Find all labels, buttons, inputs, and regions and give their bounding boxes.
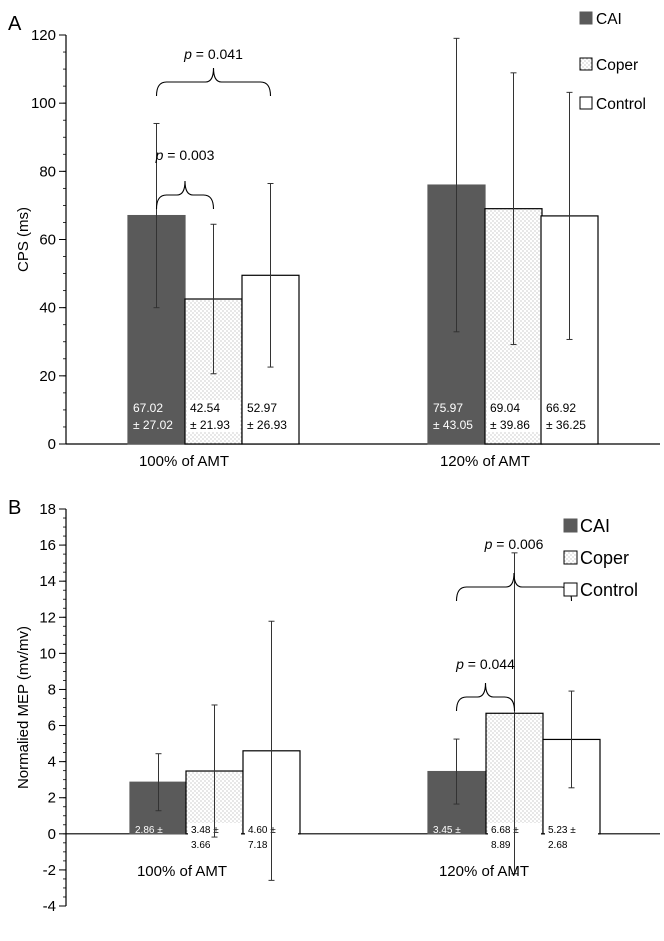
y-tick-label: 100 (31, 95, 56, 112)
y-tick-label: 0 (48, 436, 56, 453)
bar-value-label: 3.45 ± (433, 825, 461, 836)
legend-swatch-cai (563, 518, 578, 533)
cps-chart: 0 20 40 60 80 100 120 CPS (ms) 67.02 ± 27.02 75.97… (15, 11, 660, 470)
legend-label: Coper (580, 548, 629, 568)
significance-label: p = 0.044 (455, 656, 515, 672)
y-tick-label: 60 (39, 232, 56, 249)
significance-brace (155, 67, 272, 97)
bar-value-label: ± 39.86 (490, 418, 530, 432)
legend-label: CAI (580, 516, 610, 536)
bar-value-label: 66.92 (546, 401, 576, 415)
bar-value-label: 67.02 (133, 401, 163, 415)
panel-a-letter: A (8, 13, 22, 35)
bar-value-label: ± 21.93 (190, 418, 230, 432)
y-tick-label: 40 (39, 300, 56, 317)
bar-value-label: 8.89 (491, 840, 511, 851)
bar-value-label: 3.66 (191, 840, 211, 851)
bar-label-backdrop (187, 400, 240, 433)
y-axis-label: CPS (ms) (15, 207, 32, 272)
panel-b-letter: B (8, 497, 21, 519)
bar-value-label: ± 36.25 (546, 418, 586, 432)
bar-value-label: ± 27.02 (133, 418, 173, 432)
y-tick-label: -4 (43, 898, 56, 915)
y-tick-label: 2 (48, 790, 56, 807)
y-tick-label: 6 (48, 718, 56, 735)
bar-label-backdrop (487, 400, 540, 433)
mep-chart: -4 -2 0 2 4 6 8 10 12 14 16 18 Normalied MEP (mv/mv)… (15, 501, 660, 915)
x-category-label: 100% of AMT (139, 453, 229, 470)
significance-label: p = 0.003 (155, 147, 215, 163)
y-tick-label: 4 (48, 754, 56, 771)
y-tick-label: 120 (31, 27, 56, 44)
bar-value-label: 42.54 (190, 401, 220, 415)
y-tick-label: 16 (39, 537, 56, 554)
legend-swatch-coper (579, 57, 593, 71)
bar-value-label: 2.68 (548, 840, 568, 851)
x-category-label: 120% of AMT (439, 863, 529, 880)
y-tick-label: 0 (48, 826, 56, 843)
legend-swatch-control (579, 96, 593, 110)
bar-value-label: 2.86 ± (135, 825, 163, 836)
y-tick-label: 14 (39, 573, 56, 590)
y-tick-label: 80 (39, 163, 56, 180)
legend-swatch-control (563, 582, 578, 597)
legend-swatch-coper (563, 550, 578, 565)
y-tick-label: 20 (39, 368, 56, 385)
y-axis-label: Normalied MEP (mv/mv) (15, 626, 32, 789)
significance-label: p = 0.041 (183, 46, 243, 62)
bar-value-label: 4.60 ± (248, 825, 276, 836)
bar-value-label: 5.23 ± (548, 825, 576, 836)
bar-value-label: 1.58 (433, 840, 453, 851)
legend-label: CAI (596, 11, 622, 28)
bar-value-label: 3.48 ± (191, 825, 219, 836)
bar-value-label: ± 43.05 (433, 418, 473, 432)
y-tick-label: 12 (39, 609, 56, 626)
bar-label-backdrop (244, 400, 297, 433)
significance-brace (155, 180, 215, 210)
x-category-label: 120% of AMT (440, 453, 530, 470)
y-tick-label: 10 (39, 645, 56, 662)
bar-label-backdrop (545, 823, 598, 850)
y-tick-label: 8 (48, 681, 56, 698)
bar-value-label: 52.97 (247, 401, 277, 415)
significance-label: p = 0.006 (484, 536, 544, 552)
bar-value-label: 7.18 (248, 840, 268, 851)
legend-label: Coper (596, 57, 638, 74)
significance-brace (455, 682, 516, 712)
bar-value-label: 6.68 ± (491, 825, 519, 836)
bar-label-backdrop (543, 400, 596, 433)
bar-value-label: 69.04 (490, 401, 520, 415)
x-category-label: 100% of AMT (137, 863, 227, 880)
y-tick-label: 18 (39, 501, 56, 518)
legend-label: Control (580, 580, 638, 600)
y-tick-label: -2 (43, 862, 56, 879)
bar-value-label: 75.97 (433, 401, 463, 415)
bar-value-label: ± 26.93 (247, 418, 287, 432)
legend-swatch-cai (579, 11, 593, 25)
legend-label: Control (596, 96, 646, 113)
bar-value-label: 1.58 (135, 840, 155, 851)
